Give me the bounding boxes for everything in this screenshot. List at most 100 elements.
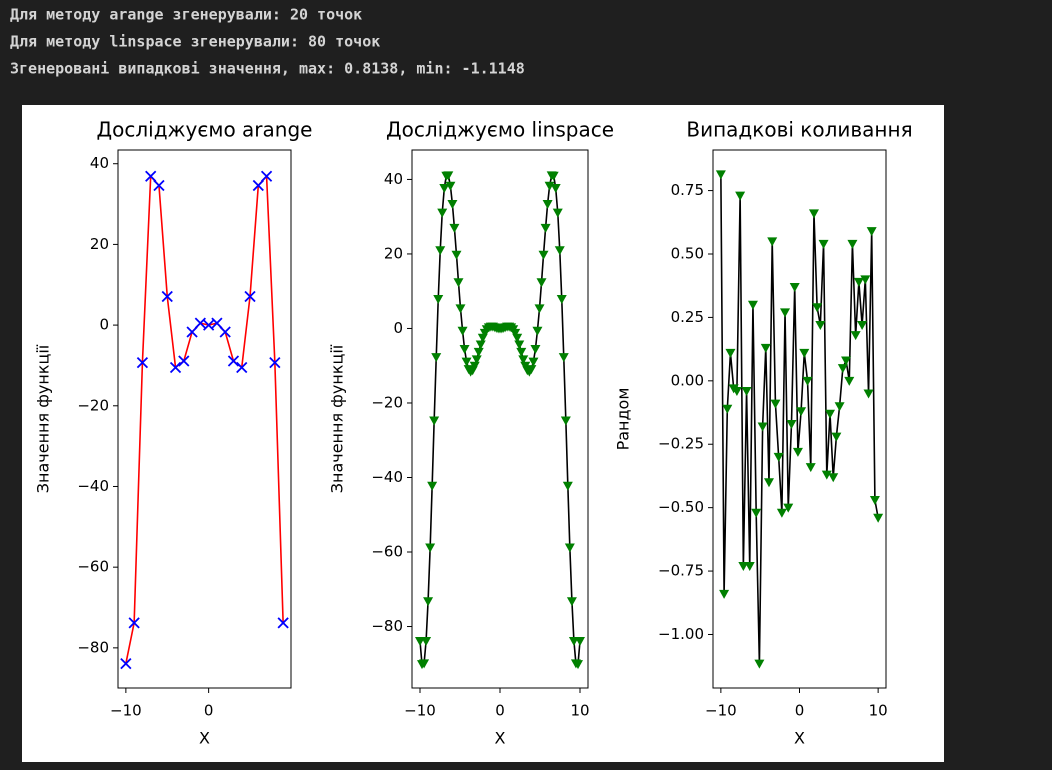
marker bbox=[136, 356, 149, 369]
x-tick-label: −10 bbox=[404, 702, 436, 720]
marker bbox=[277, 617, 289, 629]
y-tick-label: −80 bbox=[77, 638, 109, 656]
marker bbox=[453, 278, 464, 288]
marker bbox=[459, 344, 470, 354]
y-tick-label: −20 bbox=[371, 393, 403, 411]
y-tick-label: 40 bbox=[90, 154, 109, 172]
y-tick-label: −0.25 bbox=[658, 435, 704, 453]
line bbox=[720, 174, 879, 664]
chart-title: Досліджуємо linspace bbox=[386, 118, 614, 142]
x-axis-label: X bbox=[495, 729, 506, 748]
marker bbox=[828, 473, 839, 483]
marker bbox=[475, 340, 486, 350]
marker bbox=[554, 246, 565, 256]
marker bbox=[754, 659, 765, 669]
marker bbox=[841, 356, 852, 366]
marker bbox=[792, 447, 803, 457]
marker bbox=[425, 543, 436, 553]
y-tick-label: 0.50 bbox=[671, 244, 704, 262]
y-tick-label: −20 bbox=[77, 396, 109, 414]
marker bbox=[512, 333, 523, 343]
x-axis-label: X bbox=[794, 729, 805, 748]
y-axis-label: Рандом bbox=[614, 388, 633, 451]
marker bbox=[789, 282, 800, 292]
y-tick-label: −1.00 bbox=[658, 625, 704, 643]
marker bbox=[419, 659, 430, 669]
marker bbox=[850, 331, 861, 341]
marker bbox=[741, 386, 752, 396]
marker bbox=[860, 275, 871, 285]
y-tick-label: 0 bbox=[393, 319, 403, 337]
marker bbox=[526, 365, 537, 375]
x-tick-label: −10 bbox=[110, 702, 142, 720]
marker bbox=[744, 561, 755, 571]
marker bbox=[837, 364, 848, 374]
marker bbox=[528, 357, 539, 367]
y-tick-label: 0.00 bbox=[671, 371, 704, 389]
marker bbox=[244, 290, 256, 303]
marker bbox=[821, 470, 832, 480]
marker bbox=[447, 200, 458, 210]
y-tick-label: −0.75 bbox=[658, 562, 704, 580]
marker bbox=[573, 660, 583, 670]
marker bbox=[760, 343, 771, 353]
y-tick-label: 0.25 bbox=[671, 308, 704, 326]
marker bbox=[751, 508, 762, 518]
marker bbox=[873, 513, 884, 523]
marker bbox=[443, 171, 454, 181]
marker bbox=[562, 481, 573, 491]
marker bbox=[815, 321, 826, 331]
marker bbox=[831, 432, 842, 442]
y-axis-label: Значення функції bbox=[34, 344, 53, 493]
marker bbox=[805, 463, 816, 473]
marker bbox=[780, 308, 791, 318]
marker bbox=[439, 184, 450, 194]
chart-title: Випадкові коливання bbox=[686, 118, 912, 142]
y-tick-label: −80 bbox=[371, 617, 403, 635]
marker bbox=[445, 181, 456, 191]
axes-frame bbox=[712, 149, 887, 689]
marker bbox=[514, 340, 525, 350]
marker bbox=[796, 407, 807, 417]
marker bbox=[269, 356, 281, 369]
marker bbox=[534, 304, 545, 314]
axes-frame bbox=[411, 149, 589, 689]
y-tick-label: −40 bbox=[77, 477, 109, 495]
marker bbox=[178, 355, 190, 367]
marker bbox=[550, 184, 561, 194]
marker bbox=[451, 250, 462, 260]
marker bbox=[421, 637, 432, 647]
marker bbox=[847, 239, 858, 249]
y-tick-label: −0.50 bbox=[658, 498, 704, 516]
marker bbox=[564, 543, 575, 553]
marker bbox=[260, 170, 273, 182]
marker bbox=[457, 326, 468, 336]
marker bbox=[834, 402, 845, 412]
x-tick-label: 0 bbox=[795, 702, 805, 720]
marker bbox=[518, 355, 529, 365]
marker bbox=[548, 171, 559, 181]
marker bbox=[510, 328, 521, 338]
chart-title: Досліджуємо arange bbox=[97, 118, 313, 142]
marker bbox=[429, 416, 440, 426]
y-tick-label: 0 bbox=[99, 316, 109, 334]
marker bbox=[552, 208, 563, 218]
marker bbox=[542, 200, 553, 210]
marker bbox=[731, 386, 742, 396]
marker bbox=[844, 376, 855, 386]
marker bbox=[767, 237, 778, 247]
marker bbox=[802, 376, 813, 386]
marker bbox=[786, 419, 797, 429]
marker bbox=[128, 617, 140, 629]
marker bbox=[783, 503, 794, 513]
marker bbox=[169, 361, 182, 374]
output-line: Для методу arange згенерували: 20 точок bbox=[10, 6, 362, 24]
marker bbox=[153, 179, 165, 192]
marker bbox=[763, 478, 774, 488]
y-tick-label: 20 bbox=[384, 244, 403, 262]
marker bbox=[120, 657, 132, 670]
marker bbox=[532, 326, 543, 336]
marker bbox=[211, 317, 223, 329]
marker bbox=[556, 295, 567, 305]
